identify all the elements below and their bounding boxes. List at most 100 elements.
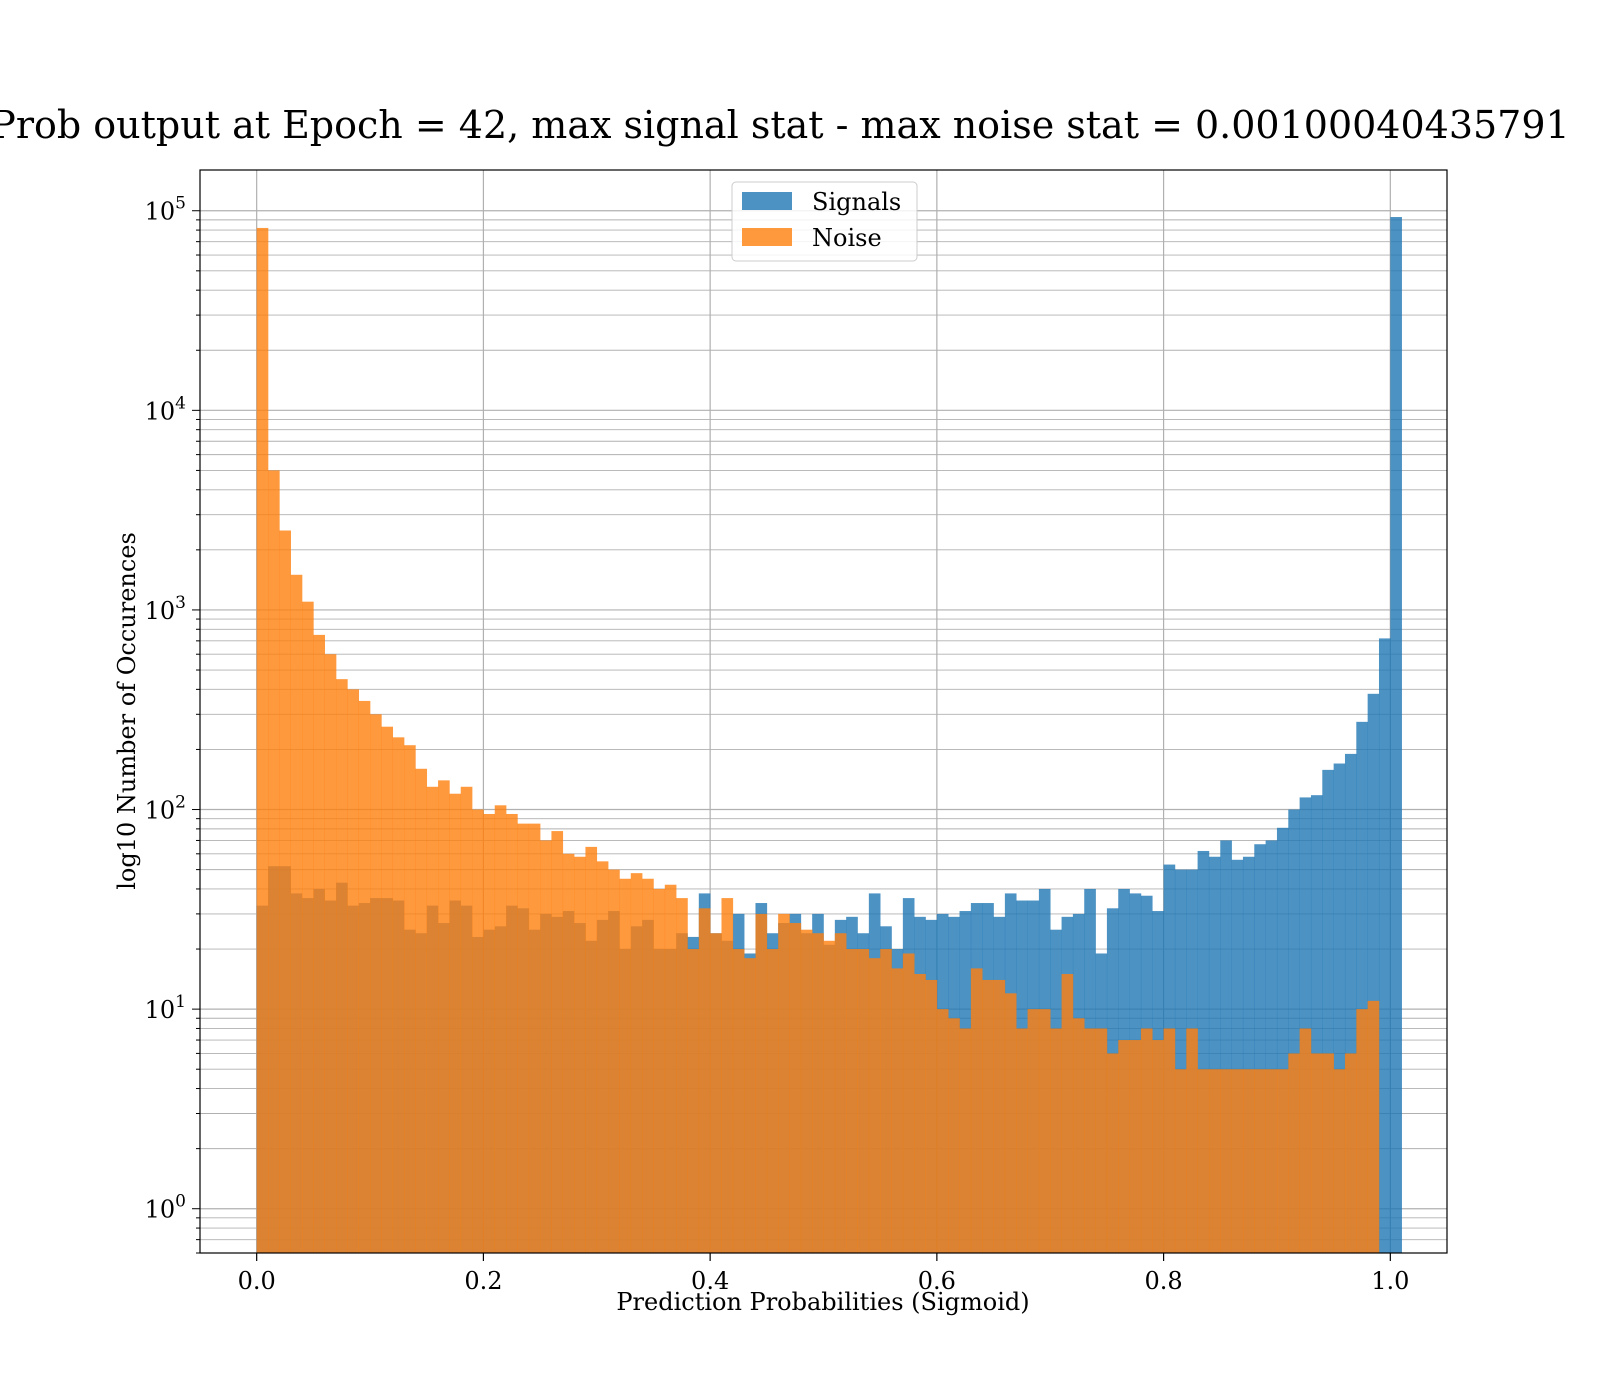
x-tick-label: 0.2 <box>464 1267 502 1295</box>
bar-noise <box>1174 1069 1187 1253</box>
x-tick-label: 0.4 <box>691 1267 729 1295</box>
bar-noise <box>494 805 507 1253</box>
bar-noise <box>381 726 394 1253</box>
bar-noise <box>1254 1069 1266 1253</box>
bar-noise <box>324 654 337 1253</box>
legend-label-signals: Signals <box>812 188 901 216</box>
bar-noise <box>279 530 291 1253</box>
bar-noise <box>608 869 620 1253</box>
bar-signals <box>1220 840 1232 1253</box>
bar-signals <box>1333 763 1346 1253</box>
bar-noise <box>868 958 881 1253</box>
bar-noise <box>472 809 484 1253</box>
bar-noise <box>517 823 530 1253</box>
bar-noise <box>778 913 790 1253</box>
bar-noise <box>1356 1009 1368 1253</box>
bar-noise <box>1208 1069 1221 1253</box>
bar-noise <box>948 1018 960 1253</box>
bar-noise <box>710 933 722 1253</box>
bar-noise <box>1106 1053 1119 1253</box>
bar-signals <box>1356 721 1368 1253</box>
bar-noise <box>959 1028 972 1253</box>
bar-noise <box>914 973 926 1253</box>
y-tick-label: 100 <box>145 1192 186 1224</box>
noise-series <box>256 227 1380 1253</box>
bar-noise <box>1197 1069 1210 1253</box>
bar-signals <box>1254 844 1266 1253</box>
y-tick-label: 101 <box>145 992 186 1024</box>
bar-noise <box>268 470 280 1253</box>
y-tick-label: 103 <box>145 593 186 625</box>
x-tick-label: 0.6 <box>918 1267 956 1295</box>
bar-noise <box>1061 973 1074 1253</box>
bar-noise <box>812 933 824 1253</box>
bar-noise <box>982 979 994 1253</box>
bar-noise <box>721 898 734 1253</box>
x-tick-label: 0.0 <box>238 1267 276 1295</box>
bar-noise <box>540 840 552 1253</box>
y-tick-label: 104 <box>145 393 186 425</box>
bar-noise <box>596 861 609 1253</box>
bar-noise <box>902 953 915 1253</box>
bar-signals <box>1299 797 1312 1253</box>
bar-noise <box>449 793 462 1253</box>
bar-signals <box>1208 856 1221 1253</box>
bar-noise <box>551 831 564 1253</box>
bar-noise <box>392 737 405 1253</box>
bar-noise <box>925 979 938 1253</box>
bar-signals <box>1390 217 1402 1254</box>
bar-noise <box>846 949 858 1253</box>
x-tick-label: 1.0 <box>1371 1267 1409 1295</box>
x-axis: 0.0 0.2 0.4 0.6 0.8 1.0 <box>238 1253 1409 1295</box>
bar-noise <box>653 888 666 1253</box>
bar-signals <box>1276 827 1289 1253</box>
bar-noise <box>619 878 632 1253</box>
bar-signals <box>1231 859 1244 1253</box>
bar-noise <box>1344 1053 1357 1253</box>
bar-noise <box>891 968 904 1253</box>
bar-noise <box>585 846 598 1253</box>
chart-title: Prob output at Epoch = 42, max signal st… <box>0 103 1570 147</box>
bar-noise <box>857 949 870 1253</box>
bar-noise <box>687 949 700 1253</box>
bar-noise <box>313 634 325 1253</box>
bar-noise <box>1140 1028 1153 1253</box>
bar-noise <box>744 958 756 1253</box>
bar-noise <box>1152 1040 1164 1253</box>
bar-noise <box>1231 1069 1244 1253</box>
bar-noise <box>676 898 688 1253</box>
bar-noise <box>290 574 303 1253</box>
legend-swatch-signals <box>742 192 792 210</box>
bar-noise <box>1016 1028 1028 1253</box>
bar-noise <box>766 949 779 1253</box>
bar-noise <box>1276 1069 1289 1253</box>
bar-noise <box>970 968 983 1253</box>
bar-noise <box>732 949 745 1253</box>
bar-noise <box>302 601 314 1253</box>
bar-noise <box>1095 1028 1108 1253</box>
bar-noise <box>336 679 348 1253</box>
bar-noise <box>1310 1053 1323 1253</box>
bar-noise <box>823 940 836 1253</box>
bar-noise <box>1299 1028 1312 1253</box>
bar-noise <box>370 714 382 1253</box>
y-tick-label: 102 <box>145 793 186 825</box>
bar-noise <box>834 933 847 1253</box>
bar-signals <box>1367 693 1380 1253</box>
bar-noise <box>358 700 371 1253</box>
bar-noise <box>1186 1028 1198 1253</box>
legend-label-noise: Noise <box>812 224 882 252</box>
bar-signals <box>1378 638 1391 1253</box>
bar-noise <box>415 768 428 1253</box>
bar-signals <box>1322 769 1334 1253</box>
bar-noise <box>642 878 654 1253</box>
bar-noise <box>528 823 541 1253</box>
bar-noise <box>574 856 586 1253</box>
bar-noise <box>1242 1069 1255 1253</box>
y-axis-label: log10 Number of Occurences <box>113 532 141 890</box>
bar-noise <box>426 786 439 1253</box>
bar-noise <box>460 786 473 1253</box>
bar-noise <box>993 979 1006 1253</box>
x-axis-label: Prediction Probabilities (Sigmoid) <box>616 1288 1029 1316</box>
